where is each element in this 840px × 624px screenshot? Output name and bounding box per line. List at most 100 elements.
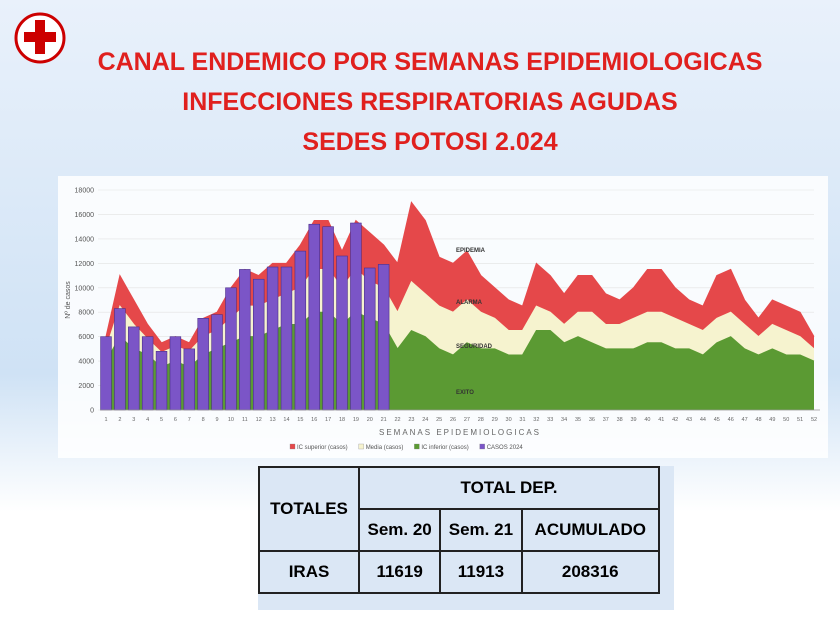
bar (364, 267, 376, 411)
legend-swatch (479, 443, 485, 450)
bar (197, 318, 209, 411)
bar (252, 278, 265, 411)
y-tick-label: 16000 (75, 212, 95, 219)
bar (155, 351, 168, 411)
x-tick-label: 19 (353, 417, 359, 423)
bar (294, 250, 307, 411)
cell: 11619 (357, 550, 442, 594)
bar (322, 226, 334, 411)
x-tick-label: 29 (492, 417, 498, 423)
x-tick-label: 16 (311, 417, 317, 423)
x-tick-label: 44 (700, 417, 706, 423)
legend-label: IC superior (casos) (297, 445, 348, 451)
x-tick-label: 40 (644, 417, 650, 423)
x-tick-label: 1 (104, 417, 107, 423)
x-tick-label: 24 (422, 417, 428, 423)
x-tick-label: 5 (160, 417, 163, 423)
x-tick-label: 34 (561, 417, 567, 423)
y-axis-label: Nº de casos (65, 281, 72, 319)
area-line (105, 201, 815, 344)
cell: TOTAL DEP. (358, 466, 660, 510)
bar (239, 269, 251, 411)
cell: Sem. 21 (439, 508, 523, 552)
bar (266, 266, 279, 411)
x-tick-label: 45 (714, 417, 720, 423)
x-tick-label: 51 (797, 417, 803, 423)
x-tick-label: 38 (617, 417, 623, 423)
x-axis-label: SEMANAS EPIDEMIOLOGICAS (379, 428, 541, 437)
zone-label: EXITO (456, 390, 474, 396)
y-tick-label: 10000 (75, 285, 95, 292)
x-tick-label: 9 (216, 417, 219, 423)
legend-swatch (289, 443, 296, 450)
x-tick-label: 39 (630, 417, 636, 423)
y-tick-label: 14000 (75, 236, 95, 243)
zone-label: SEGURIDAD (456, 344, 493, 350)
y-tick-label: 8000 (78, 310, 94, 317)
x-tick-label: 49 (769, 417, 775, 423)
x-tick-label: 7 (188, 417, 191, 423)
y-tick-label: 12000 (75, 261, 95, 268)
cell: Sem. 20 (357, 508, 442, 552)
x-tick-label: 48 (755, 417, 761, 423)
y-tick-label: 18000 (75, 188, 95, 195)
title-line: CANAL ENDEMICO POR SEMANAS EPIDEMIOLOGIC… (97, 48, 763, 76)
x-tick-label: 20 (367, 417, 373, 423)
bar (225, 287, 237, 411)
bar (350, 222, 362, 411)
bar (183, 348, 196, 411)
bar (128, 326, 140, 411)
cell: IRAS (258, 550, 360, 594)
x-tick-label: 42 (672, 417, 678, 423)
bar (377, 264, 390, 411)
x-tick-label: 30 (506, 417, 512, 423)
x-tick-label: 41 (658, 417, 664, 423)
bar (141, 336, 154, 411)
area-line (105, 311, 815, 368)
x-tick-label: 13 (270, 417, 276, 423)
x-tick-label: 8 (202, 417, 205, 423)
x-tick-label: 18 (339, 417, 345, 423)
y-tick-label: 2000 (78, 383, 94, 390)
bar (100, 336, 112, 411)
chart: 0 2000 4000 6000 8000 10000 12000 14000 16000 180… (58, 176, 828, 458)
bar (336, 255, 348, 411)
bar (211, 314, 223, 411)
x-tick-label: 26 (450, 417, 456, 423)
zone-label: EPIDEMIA (456, 248, 486, 254)
x-tick-label: 27 (464, 417, 470, 423)
bar (169, 336, 182, 411)
x-tick-label: 46 (728, 417, 734, 423)
cell: 208316 (520, 550, 661, 594)
x-tick-label: 15 (297, 417, 303, 423)
x-tick-label: 10 (228, 417, 234, 423)
x-tick-label: 47 (742, 417, 748, 423)
x-tick-label: 4 (146, 417, 149, 423)
x-tick-label: 50 (783, 417, 789, 423)
title-line: SEDES POTOSI 2.024 (302, 128, 558, 156)
zone-label: ALARMA (456, 300, 483, 306)
x-tick-label: 43 (686, 417, 692, 423)
legend-label: IC inferior (casos) (421, 445, 468, 451)
x-tick-label: 3 (132, 417, 135, 423)
y-tick-label: 0 (90, 408, 94, 415)
x-tick-label: 28 (478, 417, 484, 423)
bar (308, 223, 320, 411)
title-line: INFECCIONES RESPIRATORIAS AGUDAS (182, 88, 678, 116)
x-tick-label: 52 (811, 417, 817, 423)
x-tick-label: 23 (408, 417, 414, 423)
x-tick-label: 14 (283, 417, 289, 423)
area-line (105, 268, 815, 354)
x-tick-label: 2 (118, 417, 121, 423)
bar (114, 308, 126, 411)
x-tick-label: 33 (547, 417, 553, 423)
x-tick-label: 37 (603, 417, 609, 423)
x-tick-label: 17 (325, 417, 331, 423)
totals-table: TOTALES TOTAL DEP. Sem. 20 Sem. 21 ACUMULAD… (258, 466, 661, 594)
cell: TOTALES (258, 466, 360, 552)
legend-swatch (414, 443, 420, 450)
cell: 11913 (439, 550, 523, 594)
x-tick-label: 22 (394, 417, 400, 423)
cell: ACUMULADO (520, 508, 661, 552)
